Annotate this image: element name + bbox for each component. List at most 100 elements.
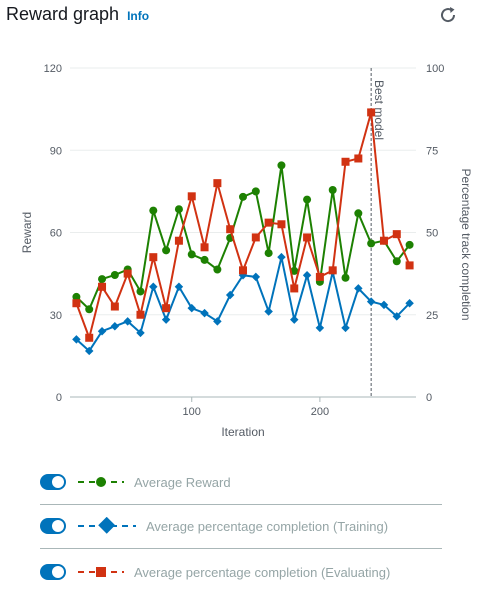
evaluating-point	[200, 243, 209, 252]
y2-tick-label: 0	[426, 392, 432, 404]
reward-point	[136, 287, 145, 296]
training-point	[200, 308, 209, 318]
evaluating-point	[226, 225, 235, 234]
training-point	[277, 252, 286, 262]
evaluating-point	[392, 230, 401, 239]
x-tick-label: 100	[183, 406, 201, 418]
evaluating-point	[264, 218, 273, 227]
y2-tick-label: 25	[426, 310, 438, 322]
evaluating-point	[239, 266, 247, 275]
reward-toggle[interactable]	[40, 474, 66, 490]
evaluating-toggle[interactable]	[40, 564, 66, 580]
evaluating-point	[354, 154, 363, 163]
training-point	[315, 323, 325, 333]
evaluating-point	[110, 302, 119, 311]
reward-point	[303, 195, 312, 204]
training-point	[161, 315, 171, 324]
legend-row-evaluating: Average percentage completion (Evaluatin…	[40, 550, 442, 594]
reward-point	[392, 257, 401, 266]
training-point	[366, 297, 376, 306]
evaluating-point	[367, 108, 376, 117]
series-line	[75, 112, 411, 342]
training-point	[405, 298, 414, 308]
training-point	[302, 271, 312, 280]
reward-chart: 0 30 60 90 120 0 25 50 75 100 100 200 Iteration Rewar…	[20, 63, 473, 439]
y-tick-label: 60	[50, 228, 62, 240]
toggle-knob	[52, 476, 64, 488]
evaluating-point	[213, 179, 222, 188]
info-link[interactable]: Info	[127, 9, 150, 23]
evaluating-point	[277, 220, 286, 229]
evaluating-point	[315, 272, 324, 281]
reward-point	[290, 266, 299, 275]
blue-diamond-line-icon	[78, 517, 136, 534]
chart-header: Reward graph Info	[6, 4, 149, 28]
evaluating-point	[379, 236, 388, 245]
best-model-label: Best model	[372, 80, 386, 140]
reward-point	[98, 275, 107, 284]
reward-point	[405, 240, 414, 249]
evaluating-point	[72, 299, 81, 308]
y-tick-label: 90	[50, 145, 62, 157]
reward-point	[174, 205, 183, 214]
x-axis-label: Iteration	[221, 425, 264, 439]
reward-point	[187, 250, 196, 259]
training-point	[110, 322, 120, 331]
training-point	[264, 307, 273, 316]
reward-point	[367, 239, 376, 248]
evaluating-point	[187, 192, 196, 201]
training-point	[84, 346, 94, 356]
evaluating-point	[136, 310, 145, 319]
legend-label-training: Average percentage completion (Training)	[146, 518, 389, 534]
training-point	[136, 328, 145, 338]
training-point	[225, 290, 235, 300]
reward-point	[341, 273, 350, 282]
reward-point	[239, 192, 247, 201]
x-tick-label: 200	[311, 406, 329, 418]
refresh-icon[interactable]	[438, 5, 458, 25]
training-point	[174, 282, 184, 292]
evaluating-point	[328, 266, 337, 275]
reward-point	[200, 255, 209, 264]
reward-point	[328, 186, 337, 195]
page-title: Reward graph	[6, 4, 120, 24]
y-axis-label: Reward	[20, 212, 34, 253]
training-point	[97, 326, 107, 336]
training-point	[123, 317, 132, 326]
toggle-knob	[52, 520, 64, 532]
reward-point	[251, 187, 260, 196]
y2-tick-label: 75	[426, 145, 438, 157]
training-point	[392, 312, 402, 321]
training-point	[354, 284, 363, 293]
y2-tick-label: 50	[426, 228, 438, 240]
reward-point	[85, 305, 94, 314]
y2-axis-label: Percentage track completion	[459, 168, 473, 320]
training-point	[341, 323, 350, 333]
reward-point	[110, 270, 119, 279]
training-point	[72, 335, 81, 344]
training-toggle[interactable]	[40, 518, 66, 534]
training-point	[187, 303, 196, 313]
evaluating-point	[149, 253, 158, 262]
evaluating-point	[290, 284, 299, 293]
green-circle-line-icon	[78, 477, 124, 487]
evaluating-point	[85, 333, 94, 342]
legend-label-evaluating: Average percentage completion (Evaluatin…	[134, 564, 391, 580]
training-point	[149, 282, 158, 292]
reward-point	[277, 161, 286, 170]
training-point	[251, 272, 261, 282]
reward-point	[264, 249, 273, 258]
evaluating-point	[341, 157, 350, 166]
y2-tick-label: 100	[426, 63, 444, 75]
evaluating-point	[123, 269, 132, 278]
training-point	[213, 317, 222, 326]
red-square-line-icon	[78, 567, 124, 577]
y-tick-label: 120	[44, 63, 62, 75]
legend-label-reward: Average Reward	[134, 474, 231, 490]
evaluating-point	[174, 236, 183, 245]
reward-point	[149, 206, 158, 215]
toggle-knob	[52, 566, 64, 578]
training-point	[379, 300, 389, 310]
evaluating-point	[303, 233, 312, 242]
legend-row-reward: Average Reward	[40, 460, 442, 505]
